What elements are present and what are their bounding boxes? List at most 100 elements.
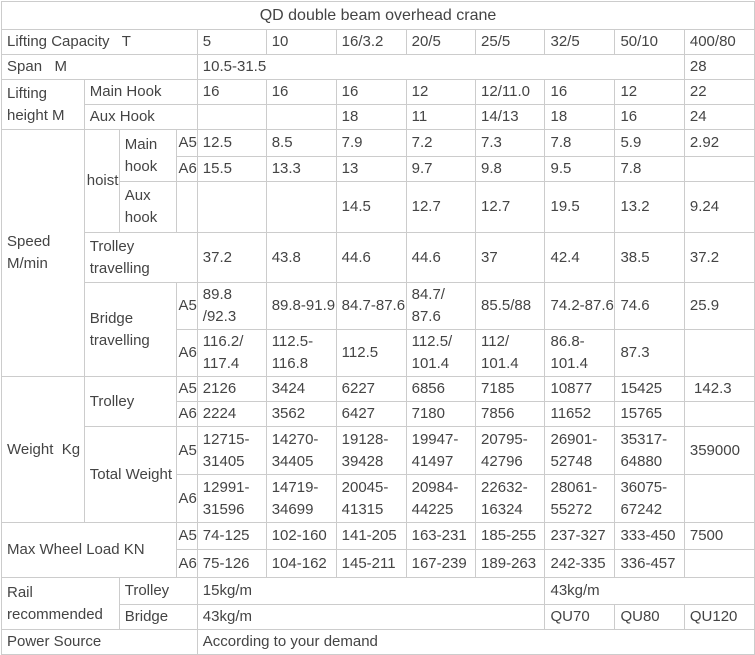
- spec-value: 104-162: [265, 549, 337, 578]
- spec-value: 14/13: [475, 104, 546, 130]
- lifting-capacity-row: Lifting Capacity T 5 10 16/3.2 20/5 25/5…: [1, 29, 755, 55]
- spec-value: 242-335: [544, 549, 616, 578]
- spec-value: [265, 181, 337, 233]
- spec-value: [683, 329, 755, 377]
- spec-value: 12715- 31405: [196, 426, 267, 475]
- span-value-last: 28: [683, 54, 755, 80]
- spec-value: 237-327: [544, 522, 616, 550]
- spec-value: 18: [544, 104, 616, 130]
- spec-value: 5.9: [614, 129, 685, 157]
- capacity-value: 50/10: [614, 29, 685, 55]
- main-hook-height-row: Lifting height M Main Hook 16 16 16 12 1…: [1, 79, 755, 130]
- spec-value: 24: [683, 104, 755, 130]
- weight-label: Weight Kg: [1, 376, 85, 523]
- capacity-value: 16/3.2: [335, 29, 407, 55]
- total-weight-a5-row: Total Weight A5 12715- 31405 14270- 3440…: [2, 426, 755, 523]
- trolley-travelling-label: Trolley travelling: [83, 232, 198, 283]
- spec-value: 185-255: [475, 522, 546, 550]
- spec-value: 333-450: [614, 522, 685, 550]
- spec-value: 22: [683, 79, 755, 105]
- trolley-travelling-row: Trolley travelling 37.2 43.8 44.6 44.6 3…: [2, 232, 755, 283]
- spec-value: 28061- 55272: [544, 474, 616, 523]
- spec-value: 11: [405, 104, 477, 130]
- capacity-value: 20/5: [405, 29, 477, 55]
- grade-label: [176, 181, 198, 233]
- spec-value: [265, 104, 337, 130]
- capacity-value: 400/80: [683, 29, 755, 55]
- grade-label: A5: [176, 129, 198, 157]
- spec-value: 15.5: [196, 156, 267, 182]
- hoist-main-a6-row: A6 15.5 13.3 13 9.7 9.8 9.5 7.8: [2, 156, 755, 182]
- spec-value: 14270- 34405: [265, 426, 337, 475]
- spec-value: 20045- 41315: [335, 474, 407, 523]
- spec-value: 112/ 101.4: [475, 329, 546, 377]
- rail-bridge-row: Bridge 43kg/m QU70 QU80 QU120: [2, 604, 755, 630]
- spec-value: 7.8: [544, 129, 616, 157]
- spec-value: 37.2: [683, 232, 755, 283]
- rail-trolley-label: Trolley: [118, 577, 198, 605]
- spec-value: 16: [544, 79, 616, 105]
- spec-value: 13.2: [614, 181, 685, 233]
- spec-value: 6227: [335, 376, 407, 402]
- spec-value: 145-211: [335, 549, 407, 578]
- spec-value: 7180: [405, 401, 477, 427]
- spec-value: 37.2: [196, 232, 267, 283]
- rail-trolley-left-value: 15kg/m: [196, 577, 546, 605]
- spec-value: 7.2: [405, 129, 477, 157]
- spec-value: 336-457: [614, 549, 685, 578]
- spec-value: 7185: [475, 376, 546, 402]
- grade-label: A6: [176, 549, 198, 578]
- spec-value: 359000: [683, 426, 755, 475]
- spec-value: 8.5: [265, 129, 337, 157]
- spec-value: 19947- 41497: [405, 426, 477, 475]
- grade-label: A5: [176, 282, 198, 330]
- grade-label: A6: [176, 401, 198, 427]
- capacity-value: 5: [196, 29, 267, 55]
- spec-value: 43.8: [265, 232, 337, 283]
- spec-value: 12/11.0: [475, 79, 546, 105]
- weight-trolley-label: Trolley: [83, 376, 178, 427]
- spec-value: 37: [475, 232, 546, 283]
- aux-hook-height-row: Aux Hook 18 11 14/13 18 16 24: [2, 104, 755, 130]
- table-title: QD double beam overhead crane: [1, 1, 755, 30]
- capacity-value: 32/5: [544, 29, 616, 55]
- rail-label: Rail recommended: [1, 577, 120, 630]
- lifting-height-label: Lifting height M: [1, 79, 85, 130]
- spec-value: 189-263: [475, 549, 546, 578]
- spec-value: 16: [196, 79, 267, 105]
- hoist-aux-hook-label: Aux hook: [118, 181, 178, 233]
- spec-value: 13: [335, 156, 407, 182]
- spec-value: 3424: [265, 376, 337, 402]
- spec-value: 7856: [475, 401, 546, 427]
- spec-value: 9.7: [405, 156, 477, 182]
- rail-trolley-right-value: 43kg/m: [544, 577, 755, 605]
- rail-qu-value: QU70: [544, 604, 616, 630]
- spec-value: 2126: [196, 376, 267, 402]
- capacity-value: 10: [265, 29, 337, 55]
- spec-value: 25.9: [683, 282, 755, 330]
- spec-value: [683, 156, 755, 182]
- spec-value: 10877: [544, 376, 616, 402]
- spec-value: 3562: [265, 401, 337, 427]
- aux-hook-label: Aux Hook: [83, 104, 198, 130]
- total-weight-label: Total Weight: [83, 426, 178, 523]
- lifting-capacity-label: Lifting Capacity T: [1, 29, 198, 55]
- spec-value: 18: [335, 104, 407, 130]
- rail-qu-value: QU80: [614, 604, 685, 630]
- spec-value: 84.7-87.6: [335, 282, 407, 330]
- spec-value: 16: [614, 104, 685, 130]
- spec-value: 2224: [196, 401, 267, 427]
- spec-value: 87.3: [614, 329, 685, 377]
- grade-label: A5: [176, 376, 198, 402]
- spec-value: 141-205: [335, 522, 407, 550]
- main-hook-label: Main Hook: [83, 79, 198, 105]
- hoist-main-hook-label: Main hook: [118, 129, 178, 182]
- hoist-label: hoist: [83, 129, 120, 233]
- spec-value: 19128- 39428: [335, 426, 407, 475]
- spec-value: 75-126: [196, 549, 267, 578]
- spec-value: 12: [405, 79, 477, 105]
- spec-value: 2.92: [683, 129, 755, 157]
- span-label: Span M: [1, 54, 198, 80]
- grade-label: A6: [176, 329, 198, 377]
- spec-value: 74-125: [196, 522, 267, 550]
